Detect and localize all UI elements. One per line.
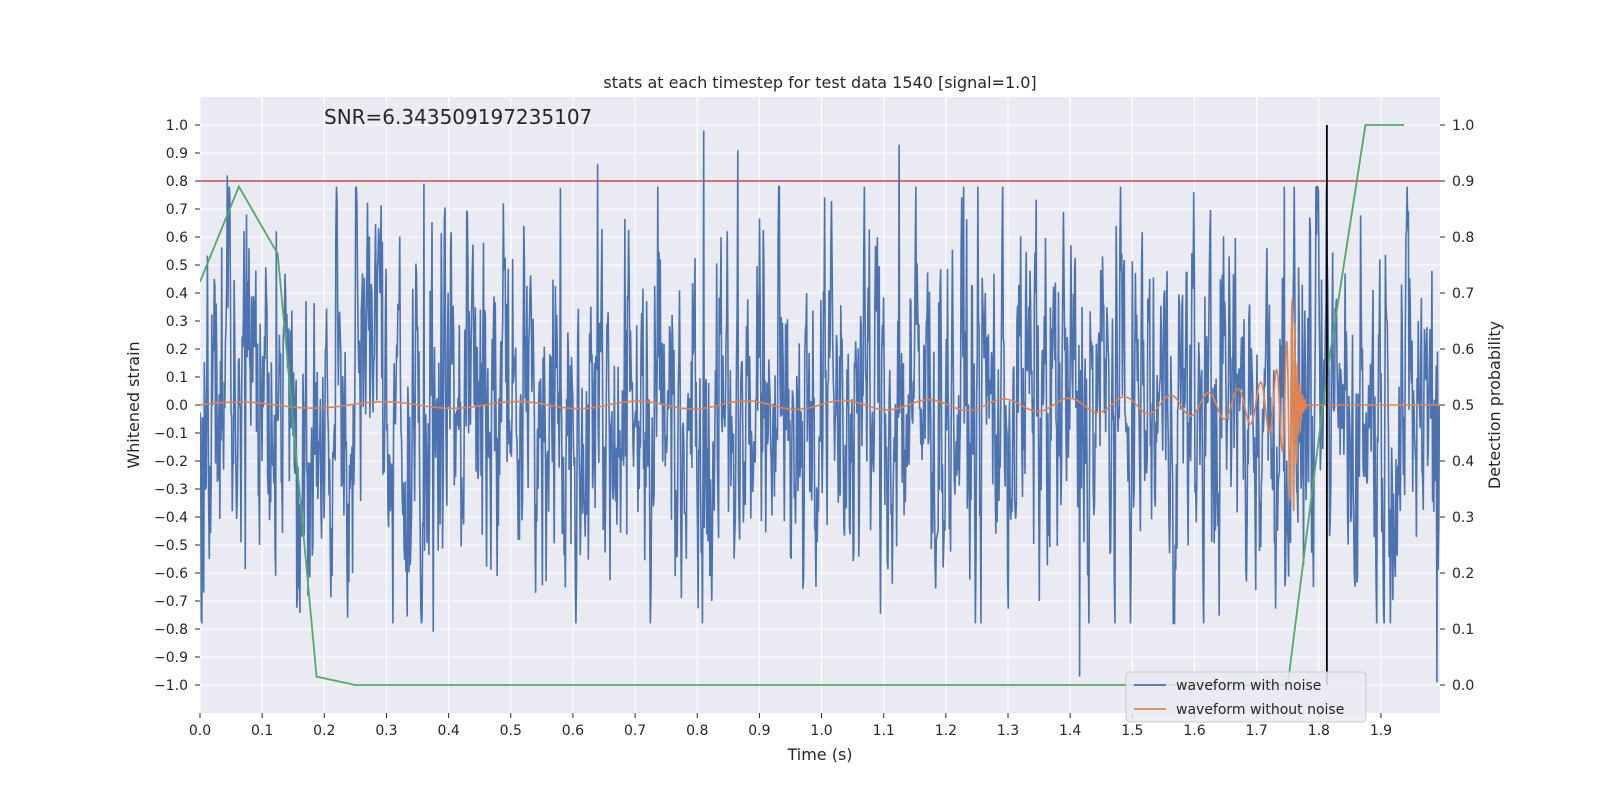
y-tick-label: 0.1: [166, 370, 188, 386]
y2-tick-label: 0.9: [1452, 174, 1474, 190]
legend: waveform with noise waveform without noi…: [1125, 671, 1367, 723]
y2-tick-label: 0.8: [1452, 230, 1474, 246]
x-tick-label: 0.5: [500, 723, 522, 739]
x-tick-label: 1.9: [1370, 723, 1392, 739]
y-tick-label: −0.2: [154, 454, 188, 470]
snr-annotation: SNR=6.343509197235107: [324, 105, 592, 129]
x-tick-label: 0.4: [437, 723, 459, 739]
y-tick-label: −0.6: [154, 566, 188, 582]
y-tick-label: −0.9: [154, 650, 188, 666]
series-detection-probability: [200, 124, 1405, 686]
x-tick-label: 0.8: [686, 723, 708, 739]
y2-tick-label: 0.3: [1452, 510, 1474, 526]
y-tick-label: −1.0: [154, 678, 188, 694]
x-tick-label: 1.5: [1121, 723, 1143, 739]
y-tick-label: 0.5: [166, 258, 188, 274]
grid: [199, 97, 1440, 713]
x-axis-ticks: 0.0 0.1 0.2 0.3 0.4 0.5 0.6 0.7 0.8 0.9 1.0 1.1 1.2 1…: [189, 713, 1392, 739]
y-tick-label: −0.3: [154, 482, 188, 498]
y2-tick-label: 1.0: [1452, 118, 1474, 134]
y-tick-label: 0.0: [166, 398, 188, 414]
chart-title: stats at each timestep for test data 154…: [603, 73, 1036, 92]
series-layer: [200, 124, 1440, 686]
x-tick-label: 1.4: [1059, 723, 1081, 739]
series-clip-group: [200, 124, 1440, 686]
y2-tick-label: 0.4: [1452, 454, 1474, 470]
y-tick-label: 0.8: [166, 174, 188, 190]
x-tick-label: 0.2: [313, 723, 335, 739]
y-tick-label: −0.5: [154, 538, 188, 554]
y-tick-label: 1.0: [166, 118, 188, 134]
x-tick-label: 0.7: [624, 723, 646, 739]
x-tick-label: 1.6: [1183, 723, 1205, 739]
x-axis-label: Time (s): [786, 745, 852, 764]
series-waveform-with-noise: [200, 130, 1440, 683]
y-tick-label: −0.8: [154, 622, 188, 638]
series-waveform-without-noise: [200, 299, 1440, 512]
x-tick-label: 0.3: [375, 723, 397, 739]
x-tick-label: 0.0: [189, 723, 211, 739]
y-tick-label: −0.4: [154, 510, 188, 526]
y2-tick-label: 0.7: [1452, 286, 1474, 302]
y-tick-label: 0.3: [166, 314, 188, 330]
x-tick-label: 1.7: [1246, 723, 1268, 739]
x-tick-label: 1.1: [873, 723, 895, 739]
y2-tick-label: 0.0: [1452, 678, 1474, 694]
legend-entry-noise: waveform with noise: [1176, 678, 1321, 694]
legend-box: [1125, 671, 1367, 723]
x-tick-label: 1.0: [810, 723, 832, 739]
y-tick-label: 0.9: [166, 146, 188, 162]
x-tick-label: 0.9: [748, 723, 770, 739]
y-tick-label: −0.1: [154, 426, 188, 442]
y2-tick-label: 0.6: [1452, 342, 1474, 358]
y2-tick-label: 0.2: [1452, 566, 1474, 582]
y-tick-label: 0.4: [166, 286, 188, 302]
y-axis-label: Whitened strain: [124, 341, 143, 468]
legend-entry-clean: waveform without noise: [1176, 702, 1344, 718]
y2-axis-label: Detection probability: [1485, 321, 1504, 489]
x-tick-label: 0.6: [562, 723, 584, 739]
x-tick-label: 1.2: [935, 723, 957, 739]
y2-tick-label: 0.5: [1452, 398, 1474, 414]
y-tick-label: 0.2: [166, 342, 188, 358]
x-tick-label: 1.8: [1308, 723, 1330, 739]
x-tick-label: 1.3: [997, 723, 1019, 739]
y-tick-label: −0.7: [154, 594, 188, 610]
y2-axis-ticks: 1.0 0.9 0.8 0.7 0.6 0.5 0.4 0.3 0.2 0.1 0.0: [1440, 118, 1474, 694]
y2-tick-label: 0.1: [1452, 622, 1474, 638]
y-tick-label: 0.7: [166, 202, 188, 218]
y-axis-ticks: 1.0 0.9 0.8 0.7 0.6 0.5 0.4 0.3 0.2 0.1 0.0 −0.1 −0.…: [154, 118, 200, 694]
x-tick-label: 0.1: [251, 723, 273, 739]
y-tick-label: 0.6: [166, 230, 188, 246]
